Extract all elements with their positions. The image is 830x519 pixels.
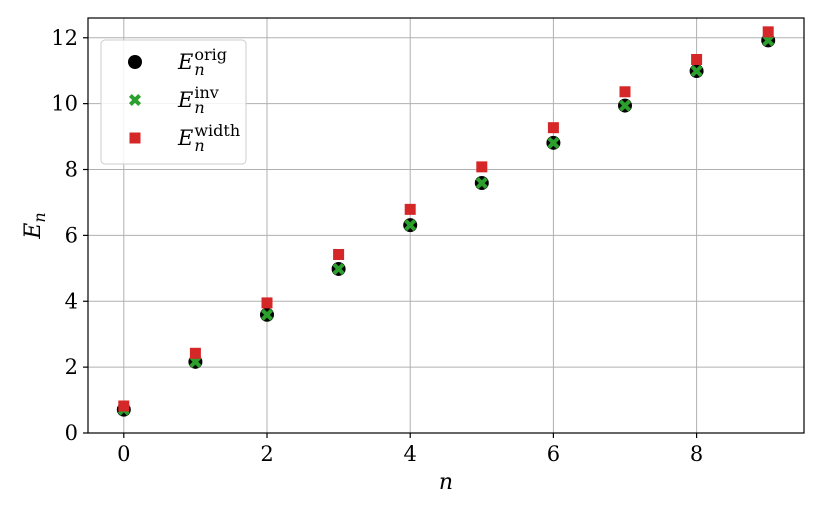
point-inv [332,262,345,275]
point-inv [475,176,488,190]
y-tick-label: 4 [65,289,78,313]
point-inv [547,136,560,149]
legend-label-orig: Eorig [177,45,227,74]
legend-label-sup: inv [194,83,218,102]
x-tick-label: 0 [117,442,130,466]
legend-label-sub: n [194,60,204,79]
point-width [691,54,703,65]
legend-marker-inv [128,93,142,107]
legend-label-base: E [177,50,193,74]
legend-label-inv: Einv [177,83,219,112]
y-axis-label: En [21,212,49,239]
y-tick-label: 12 [51,26,78,50]
point-inv [260,308,274,321]
y-tick-label: 10 [51,92,78,116]
x-tick-label: 2 [260,442,273,466]
point-width [619,86,631,98]
y-tick-label: 6 [65,223,78,247]
data-points [116,26,776,417]
point-width [404,203,416,215]
legend-label-sup: width [194,121,240,140]
plot-frame [87,17,805,434]
y-tick-label: 0 [65,421,78,445]
point-width [762,26,774,38]
point-inv [404,219,417,232]
point-width [261,297,273,309]
point-width [189,347,201,359]
x-tick-label: 4 [404,442,417,466]
y-tick-label: 8 [65,158,78,182]
point-inv [618,99,632,112]
y-axis-label-sub: n [30,212,49,222]
legend-marker-width [129,132,141,144]
legend-label-base: E [177,88,193,112]
y-axis-label-base: E [21,223,46,240]
svg-text:En: En [21,212,49,239]
y-axis-ticks: 0 2 4 6 8 10 12 [51,26,88,445]
x-axis-label: n [439,470,453,495]
point-width [547,122,559,134]
point-width [118,400,130,412]
point-inv [690,65,703,78]
legend-label-sup: orig [194,45,227,64]
point-width [333,248,345,260]
x-axis-ticks: 0 2 4 6 8 [117,433,703,466]
y-tick-label: 2 [65,355,78,379]
legend-label-base: E [177,126,193,150]
legend-marker-orig [128,55,142,69]
series-width [118,26,774,412]
legend-label-width: Ewidth [177,121,240,150]
point-width [476,161,488,173]
x-tick-label: 6 [547,442,560,466]
legend-label-sub: n [194,98,204,117]
legend-label-sub: n [194,136,204,155]
x-tick-label: 8 [690,442,703,466]
